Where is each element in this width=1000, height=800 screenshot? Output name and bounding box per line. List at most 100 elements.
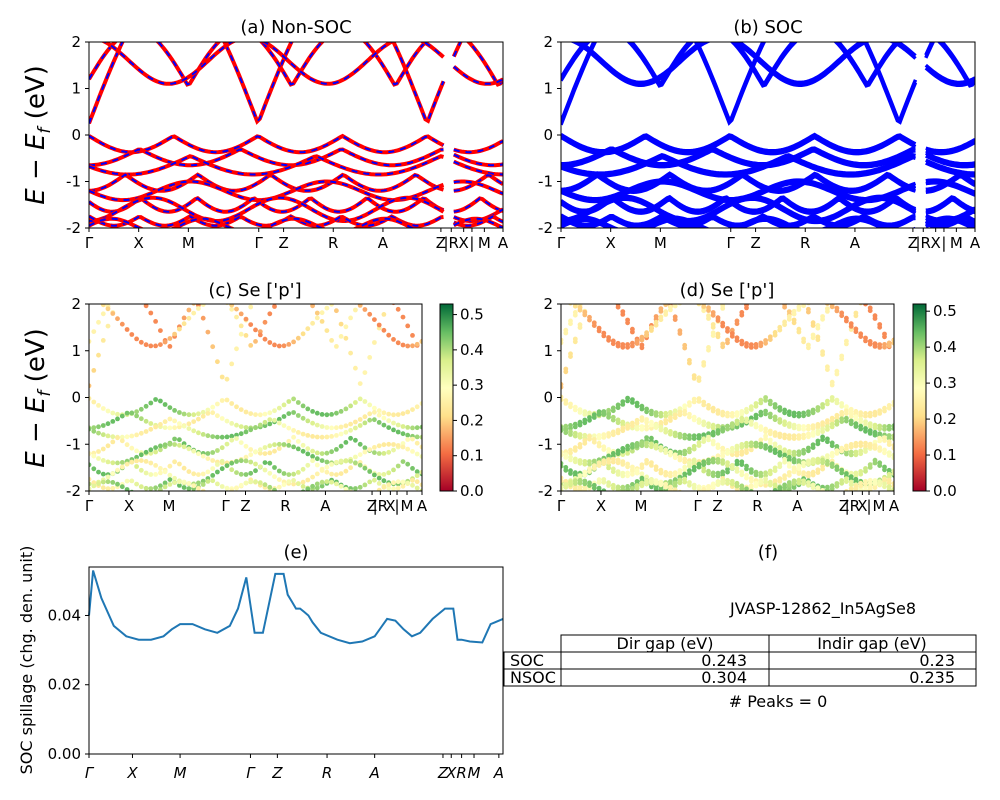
projected-band-point: [839, 353, 845, 359]
projected-band-point: [357, 381, 363, 386]
projected-band-point: [867, 421, 873, 426]
projected-band-point: [367, 355, 373, 360]
projected-band-point: [639, 403, 645, 409]
projected-band-point: [701, 419, 707, 425]
projected-band-point: [715, 428, 721, 433]
projected-band-point: [305, 298, 310, 303]
projected-band-point: [668, 297, 673, 302]
projected-band-point: [91, 453, 97, 459]
projected-band-point: [734, 466, 740, 471]
projected-band-point: [763, 470, 768, 476]
projected-band-point: [739, 310, 745, 315]
soc-band-line: [561, 171, 975, 192]
projected-band-point: [300, 484, 306, 489]
projected-band-point: [801, 424, 806, 429]
projected-band-point: [87, 297, 92, 302]
projected-band-point: [801, 304, 806, 306]
projected-band-point: [224, 441, 230, 447]
x-tick-label: R: [328, 234, 338, 252]
projected-band-point: [310, 454, 315, 459]
projected-band-point: [100, 458, 106, 463]
projected-band-point: [276, 484, 282, 490]
projected-band-point: [825, 418, 830, 423]
soc-band-line: [561, 152, 975, 175]
projected-band-point: [253, 339, 258, 344]
projected-band-point: [625, 423, 630, 428]
projected-band-point: [319, 468, 325, 473]
projected-band-point: [89, 396, 92, 401]
projected-band-point: [200, 432, 206, 437]
projected-band-point: [105, 443, 111, 449]
projected-band-point: [596, 460, 602, 466]
projected-band-point: [810, 482, 816, 488]
projected-band-point: [400, 483, 406, 489]
x-tick-label: Z: [278, 234, 288, 252]
projected-band-point: [748, 475, 754, 481]
projected-band-point: [639, 462, 645, 468]
projected-band-point: [858, 423, 864, 429]
projected-band-point: [791, 308, 797, 314]
projected-band-point: [815, 422, 821, 427]
projected-band-point: [381, 415, 387, 421]
projected-band-point: [267, 450, 273, 456]
projected-band-point: [858, 298, 863, 303]
projected-band-point: [858, 410, 864, 416]
y-tick-label: -1: [66, 173, 81, 191]
projected-band-point: [257, 450, 263, 456]
projected-band-point: [653, 464, 659, 470]
projected-band-point: [314, 410, 320, 416]
projected-band-point: [338, 409, 344, 414]
projected-band-point: [186, 481, 192, 486]
projected-band-point: [596, 485, 602, 491]
projected-band-point: [300, 431, 306, 437]
projected-band-point: [758, 424, 764, 430]
projected-band-point: [381, 327, 387, 333]
projected-band-point: [591, 412, 597, 418]
projected-band-point: [806, 480, 811, 485]
projected-band-point: [563, 452, 569, 458]
projected-band-point: [744, 304, 749, 308]
projected-band-point: [806, 409, 811, 415]
projected-band-point: [821, 490, 824, 491]
projected-band-point: [381, 451, 387, 456]
projected-band-point: [658, 467, 664, 473]
projected-band-point: [210, 458, 216, 463]
peaks-count: # Peaks = 0: [729, 692, 828, 711]
projected-band-point: [362, 445, 368, 451]
projected-band-point: [763, 395, 768, 400]
projected-band-point: [276, 468, 282, 474]
projected-band-point: [314, 456, 320, 462]
projected-band-point: [630, 486, 635, 491]
projected-band-point: [639, 480, 645, 486]
projected-band-point: [767, 479, 773, 485]
projected-band-point: [701, 432, 707, 438]
projected-band-point: [782, 447, 787, 453]
projected-band-point: [658, 410, 664, 416]
projected-band-point: [262, 419, 268, 425]
projected-band-point: [329, 338, 334, 343]
projected-band-point: [820, 488, 825, 491]
projected-band-point: [419, 469, 422, 475]
projected-band-point: [272, 487, 277, 491]
projected-band-point: [300, 331, 306, 337]
projected-band-point: [414, 434, 420, 440]
projected-band-point: [701, 399, 707, 405]
projected-band-point: [782, 482, 787, 488]
projected-band-point: [400, 424, 406, 429]
projected-band-point: [601, 477, 607, 482]
projected-band-point: [329, 412, 334, 417]
colorbar-tick-label: 0.0: [460, 482, 484, 500]
projected-band-point: [124, 442, 130, 448]
projected-band-point: [395, 340, 401, 346]
projected-band-point: [663, 447, 669, 453]
projected-band-point: [177, 410, 182, 415]
projected-band-point: [405, 343, 411, 349]
projected-band-point: [582, 432, 588, 438]
projected-band-point: [720, 426, 726, 431]
y-tick-label: 1: [71, 342, 81, 360]
projected-band-point: [729, 327, 735, 333]
projected-band-point: [591, 320, 597, 326]
x-tick-label: X: [931, 234, 941, 252]
projected-band-point: [400, 459, 406, 464]
projected-band-point: [105, 479, 111, 485]
